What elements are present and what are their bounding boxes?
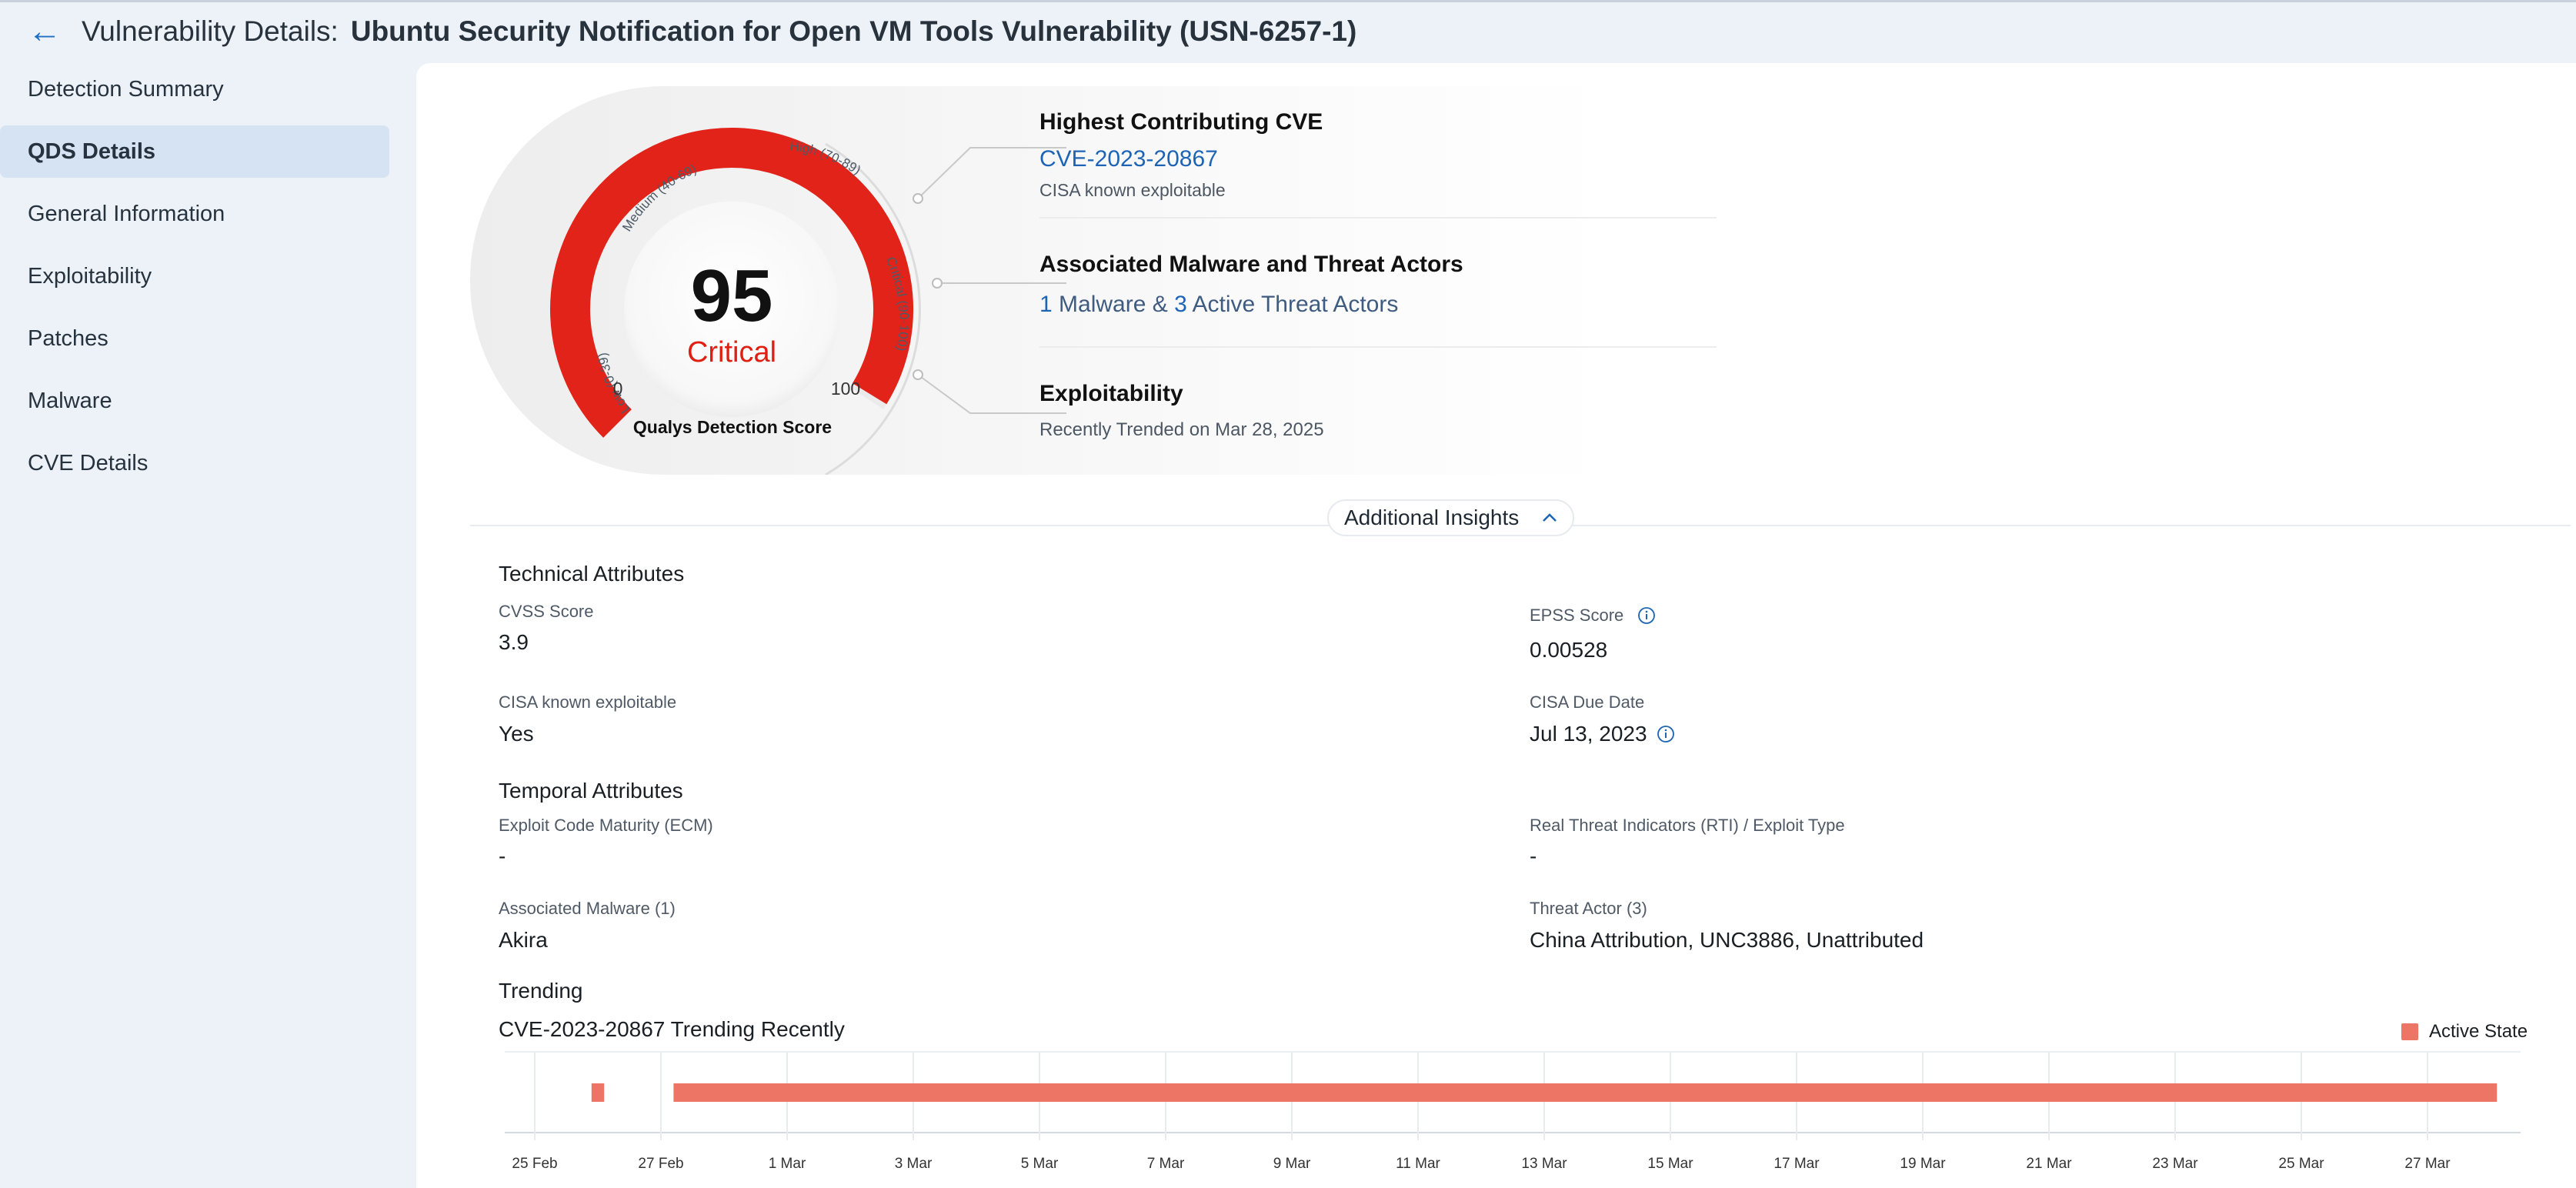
- chart-x-tick-label: 27 Mar: [2404, 1156, 2451, 1172]
- qds-score-panel: Low (0-39) Medium (40-69) High (70-89) C…: [470, 86, 1609, 475]
- cve-link[interactable]: CVE-2023-20867: [1039, 146, 1218, 172]
- sidebar-item-detection-summary[interactable]: Detection Summary: [28, 76, 224, 102]
- chart-x-tick-label: 19 Mar: [1900, 1156, 1946, 1172]
- chart-bar-active-state: [673, 1083, 2498, 1102]
- info-icon[interactable]: [1657, 725, 1675, 743]
- chart-x-tick-label: 11 Mar: [1396, 1156, 1440, 1172]
- exploit-subtext: Recently Trended on Mar 28, 2025: [1039, 419, 1324, 440]
- exploitability-insight: Exploitability Recently Trended on Mar 2…: [1039, 381, 1324, 441]
- malware-actors-link[interactable]: 1 Malware & 3 Active Threat Actors: [1039, 292, 1463, 318]
- trending-chart: 25 Feb 27 Feb 1 Mar 3 Mar 5 Mar 7 Mar 9 Mar 11 …: [505, 1051, 2521, 1172]
- chart-x-tick-label: 21 Mar: [2026, 1156, 2072, 1172]
- rti-label: Real Threat Indicators (RTI) / Exploit T…: [1530, 816, 1845, 835]
- malware-title: Associated Malware and Threat Actors: [1039, 252, 1463, 277]
- legend-swatch-active-state: [2401, 1023, 2418, 1040]
- epss-score-label-text: EPSS Score: [1530, 606, 1624, 625]
- cisa-due-date-text: Jul 13, 2023: [1530, 722, 1647, 746]
- chart-x-tick-label: 27 Feb: [638, 1156, 683, 1172]
- additional-insights-label: Additional Insights: [1344, 506, 1520, 529]
- connector-dot: [913, 193, 923, 204]
- legend-label-active-state: Active State: [2429, 1021, 2528, 1042]
- threat-actor-value: China Attribution, UNC3886, Unattributed: [1530, 928, 1924, 952]
- ecm-value: -: [499, 844, 506, 868]
- trending-subtitle: CVE-2023-20867 Trending Recently: [499, 1017, 845, 1041]
- chart-x-tick-label: 15 Mar: [1647, 1156, 1693, 1172]
- info-icon[interactable]: [1637, 606, 1656, 625]
- chart-x-tick-label: 7 Mar: [1147, 1156, 1185, 1172]
- rti-value: -: [1530, 844, 1537, 868]
- ecm-label: Exploit Code Maturity (ECM): [499, 816, 713, 835]
- actor-text: Active Threat Actors: [1192, 292, 1399, 317]
- malware-mid-text: Malware &: [1059, 292, 1168, 317]
- chart-x-tick-label: 23 Mar: [2152, 1156, 2198, 1172]
- chart-legend: Active State: [2401, 1021, 2528, 1043]
- associated-malware-value: Akira: [499, 928, 548, 952]
- chart-x-tick-label: 17 Mar: [1774, 1156, 1820, 1172]
- gauge-min-label: 0: [613, 379, 623, 399]
- sidebar-item-cve-details[interactable]: CVE Details: [28, 450, 148, 476]
- cve-title: Highest Contributing CVE: [1039, 109, 1323, 135]
- chart-x-tick-label: 9 Mar: [1273, 1156, 1311, 1172]
- chart-x-tick-label: 25 Mar: [2278, 1156, 2324, 1172]
- cvss-score-label: CVSS Score: [499, 602, 594, 621]
- actor-count: 3: [1174, 292, 1187, 317]
- associated-malware-label: Associated Malware (1): [499, 899, 676, 918]
- insight-divider: [1039, 346, 1717, 348]
- sidebar-item-patches[interactable]: Patches: [28, 325, 108, 351]
- insight-divider: [1039, 217, 1717, 219]
- malware-count: 1: [1039, 292, 1053, 317]
- sidebar-item-exploitability[interactable]: Exploitability: [28, 263, 152, 289]
- left-arrow-icon[interactable]: ←: [28, 12, 62, 50]
- top-border: [0, 0, 2576, 2]
- cve-subtext: CISA known exploitable: [1039, 180, 1226, 200]
- cisa-known-exploitable-value: Yes: [499, 722, 534, 746]
- page-title: Ubuntu Security Notification for Open VM…: [350, 15, 1357, 47]
- main-panel: Low (0-39) Medium (40-69) High (70-89) C…: [416, 63, 2576, 1188]
- page-header: ← Vulnerability Details: Ubuntu Security…: [0, 2, 2576, 61]
- chart-x-tick-label: 13 Mar: [1521, 1156, 1567, 1172]
- cvss-score-value: 3.9: [499, 630, 529, 654]
- temporal-attributes-title: Temporal Attributes: [499, 779, 683, 803]
- epss-score-value: 0.00528: [1530, 638, 1608, 662]
- chart-x-tick-label: 5 Mar: [1021, 1156, 1059, 1172]
- gauge-max-label: 100: [831, 379, 860, 399]
- page-title-prefix: Vulnerability Details:: [82, 15, 339, 47]
- qds-gauge: Low (0-39) Medium (40-69) High (70-89) C…: [550, 128, 1066, 475]
- cisa-due-date-value: Jul 13, 2023: [1530, 722, 1675, 746]
- threat-actor-label: Threat Actor (3): [1530, 899, 1647, 918]
- gauge-score-value: 95: [691, 255, 773, 337]
- connector-dot: [932, 278, 943, 289]
- gauge-score-arc: [550, 128, 913, 438]
- gauge-outer-ring: [825, 142, 921, 475]
- associated-malware: Associated Malware and Threat Actors 1 M…: [1039, 252, 1463, 318]
- exploit-title: Exploitability: [1039, 381, 1183, 406]
- gauge-caption: Qualys Detection Score: [633, 417, 832, 437]
- gauge-inner-circle: [624, 202, 839, 417]
- connector-dot: [913, 369, 923, 380]
- sidebar-item-general-information[interactable]: General Information: [28, 201, 225, 226]
- chart-bar-active-state: [591, 1083, 605, 1102]
- sidebar-item-malware[interactable]: Malware: [28, 388, 112, 413]
- highest-contributing-cve: Highest Contributing CVE CVE-2023-20867 …: [1039, 109, 1323, 201]
- cisa-due-date-label: CISA Due Date: [1530, 692, 1645, 712]
- chart-x-tick-label: 25 Feb: [512, 1156, 557, 1172]
- epss-score-label: EPSS Score: [1530, 606, 1656, 626]
- trending-title: Trending: [499, 979, 583, 1003]
- cisa-known-exploitable-label: CISA known exploitable: [499, 692, 677, 712]
- sidebar: Detection Summary QDS Details General In…: [0, 63, 400, 499]
- sidebar-item-qds-details[interactable]: QDS Details: [0, 125, 389, 178]
- technical-attributes-title: Technical Attributes: [499, 562, 685, 586]
- chart-x-tick-label: 1 Mar: [769, 1156, 806, 1172]
- additional-insights-toggle[interactable]: Additional Insights: [1327, 499, 1575, 536]
- chevron-up-icon: [1543, 513, 1557, 522]
- gauge-connectors: [917, 147, 1066, 414]
- gauge-severity-label: Critical: [687, 336, 776, 369]
- chart-x-tick-label: 3 Mar: [895, 1156, 933, 1172]
